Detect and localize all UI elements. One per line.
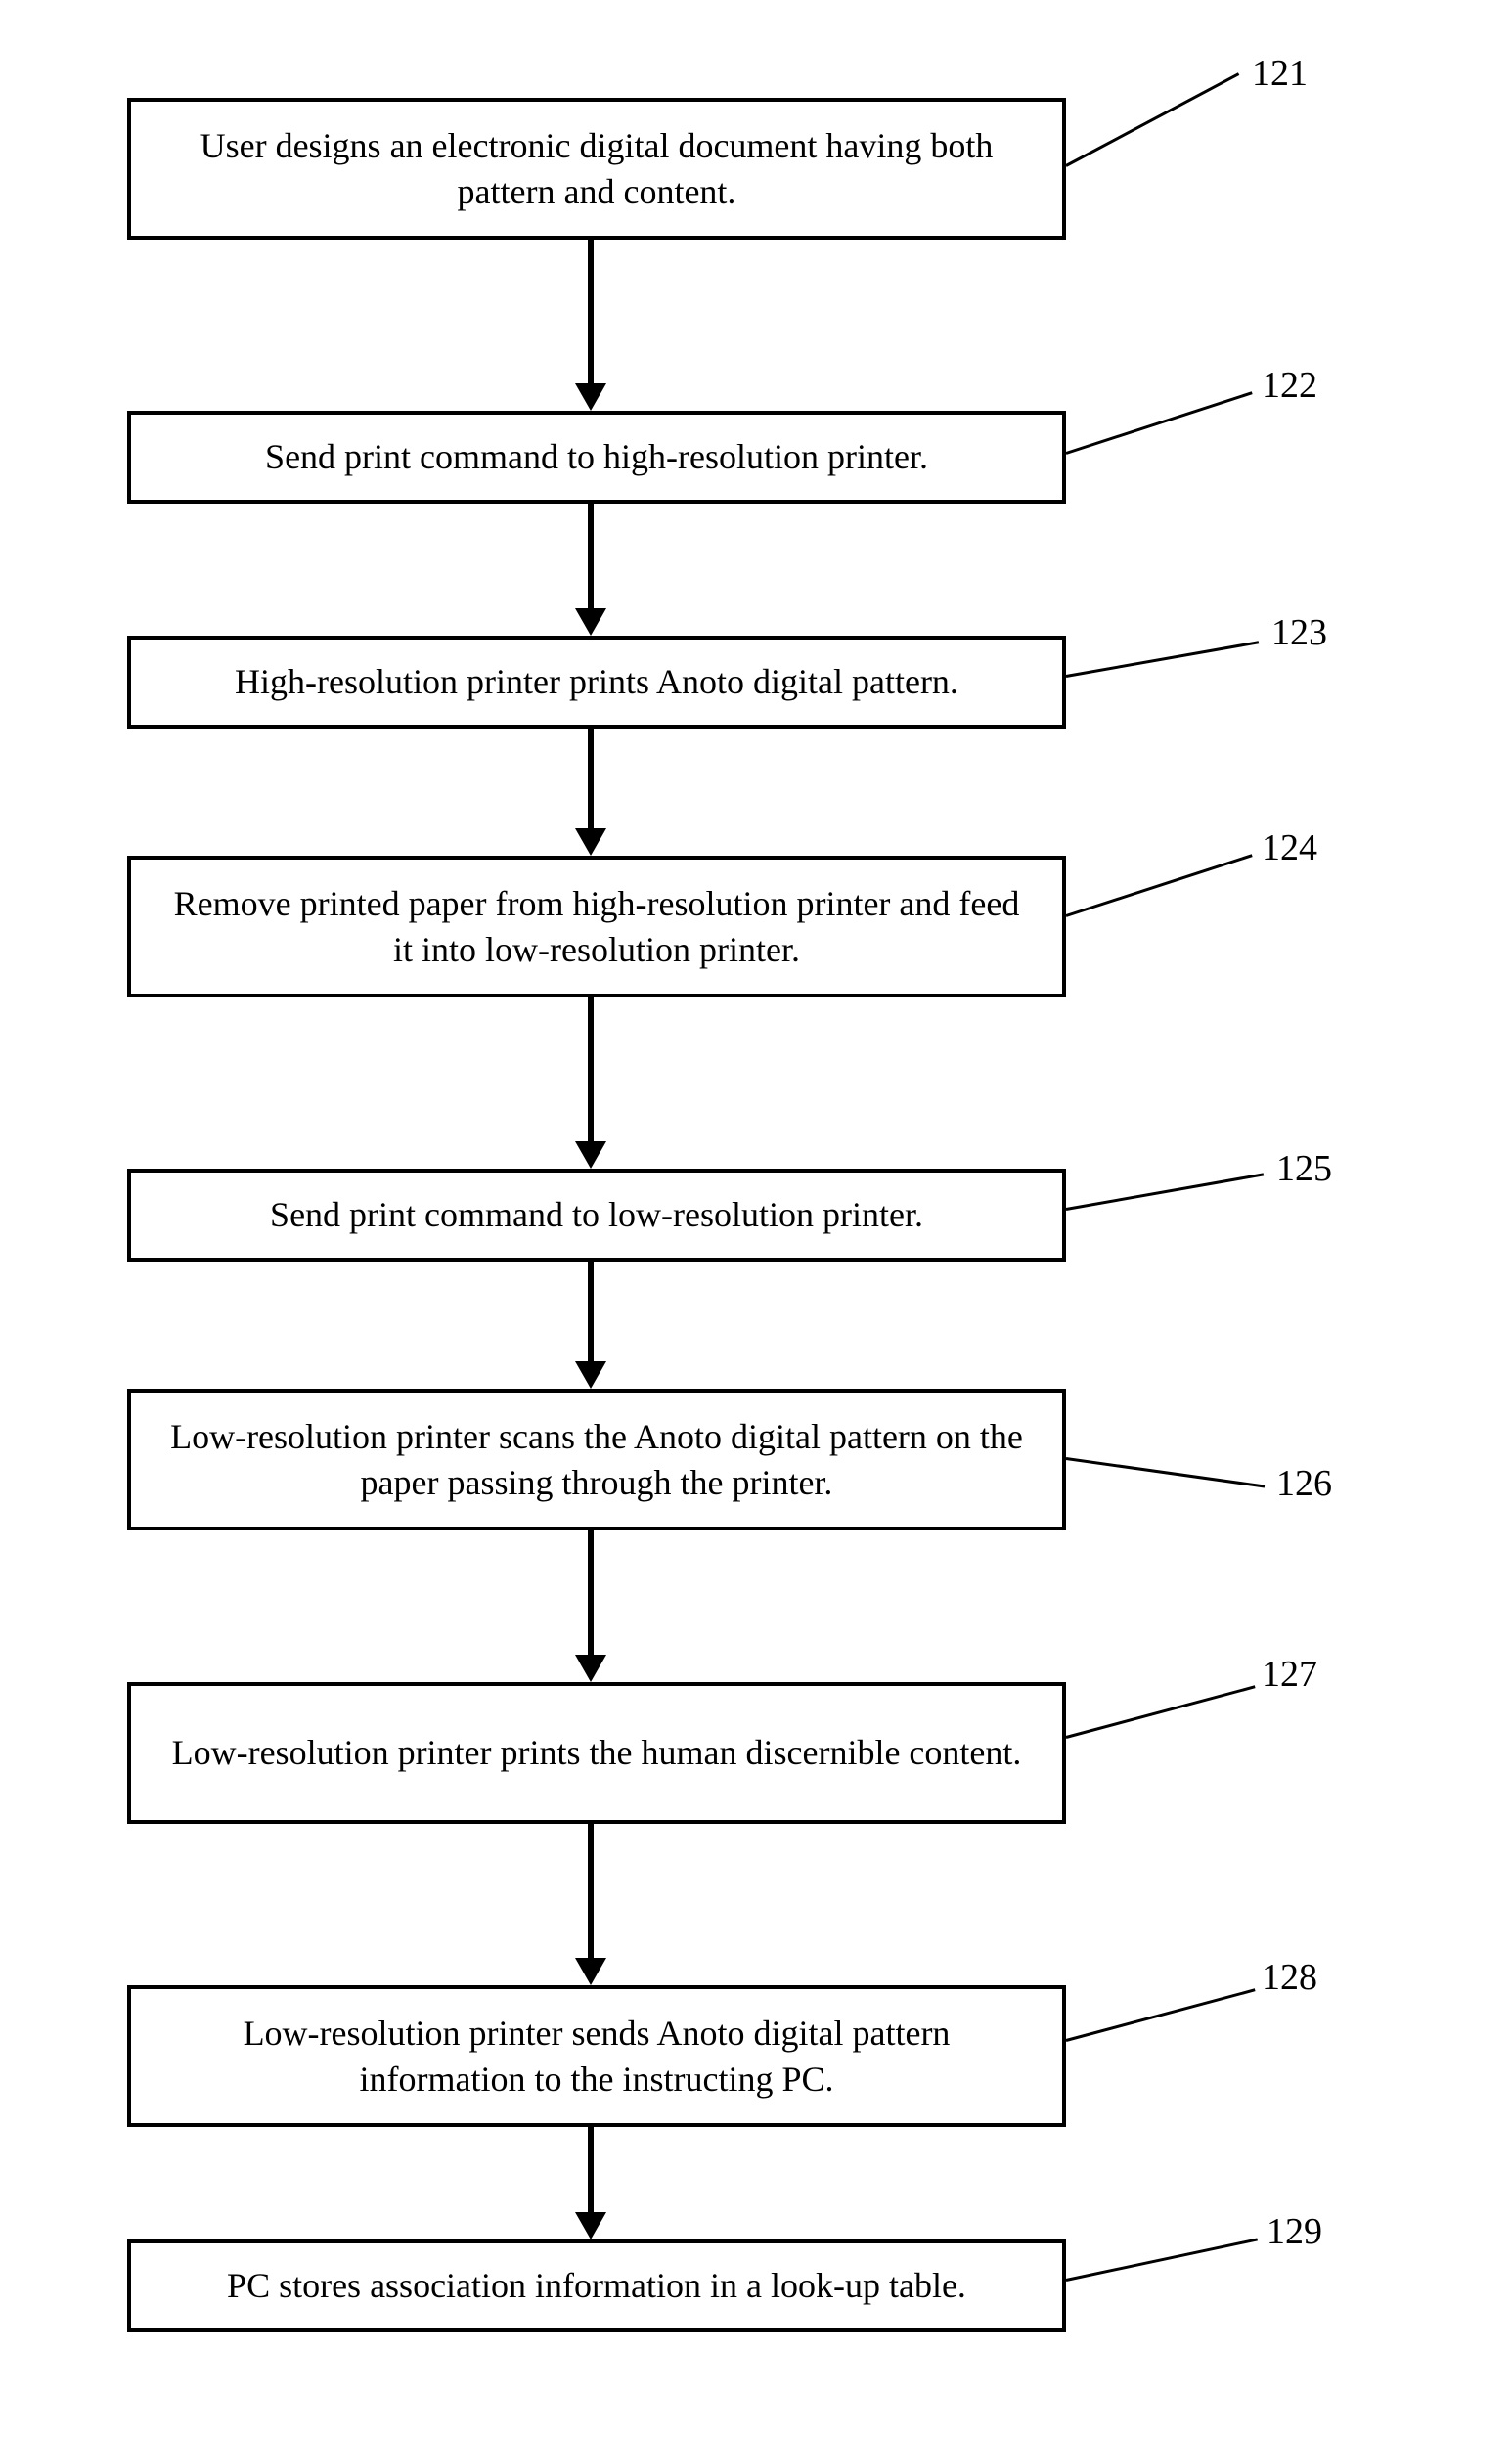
arrow-head-icon xyxy=(575,828,606,856)
label-connector-line xyxy=(1066,1457,1265,1488)
flow-arrow xyxy=(588,729,606,856)
arrow-head-icon xyxy=(575,1361,606,1389)
flow-arrow xyxy=(588,1262,606,1389)
flowchart-box-121: User designs an electronic digital docum… xyxy=(127,98,1066,240)
arrow-line xyxy=(588,997,594,1141)
flowchart-box-129: PC stores association information in a l… xyxy=(127,2239,1066,2332)
flowchart-step-128: Low-resolution printer sends Anoto digit… xyxy=(127,1985,1399,2239)
label-connector-line xyxy=(1066,641,1259,678)
arrow-line xyxy=(588,2127,594,2212)
flow-arrow xyxy=(588,2127,606,2239)
flowchart-box-text: Low-resolution printer prints the human … xyxy=(172,1730,1022,1776)
step-label-121: 121 xyxy=(1066,164,1262,167)
arrow-line xyxy=(588,504,594,608)
step-label-123: 123 xyxy=(1066,675,1262,678)
flowchart-box-text: User designs an electronic digital docum… xyxy=(160,123,1033,215)
flowchart-box-text: Low-resolution printer sends Anoto digit… xyxy=(160,2011,1033,2103)
arrow-container xyxy=(127,1824,1066,1985)
flowchart-box-124: Remove printed paper from high-resolutio… xyxy=(127,856,1066,997)
arrow-line xyxy=(588,729,594,828)
flowchart-box-123: High-resolution printer prints Anoto dig… xyxy=(127,636,1066,729)
flow-arrow xyxy=(588,240,606,411)
arrow-head-icon xyxy=(575,1141,606,1169)
arrow-container xyxy=(127,1530,1066,1682)
flowchart-box-126: Low-resolution printer scans the Anoto d… xyxy=(127,1389,1066,1530)
flowchart-box-125: Send print command to low-resolution pri… xyxy=(127,1169,1066,1262)
flow-arrow xyxy=(588,1824,606,1985)
flowchart-box-text: Low-resolution printer scans the Anoto d… xyxy=(160,1414,1033,1506)
step-label-text: 125 xyxy=(1276,1147,1332,1190)
flowchart-box-text: Remove printed paper from high-resolutio… xyxy=(160,881,1033,973)
step-label-text: 124 xyxy=(1262,826,1317,869)
flowchart-step-127: Low-resolution printer prints the human … xyxy=(127,1682,1399,1985)
step-label-text: 128 xyxy=(1262,1956,1317,1999)
flow-arrow xyxy=(588,1530,606,1682)
flowchart-container: User designs an electronic digital docum… xyxy=(127,98,1399,2332)
step-label-124: 124 xyxy=(1066,914,1262,917)
step-label-125: 125 xyxy=(1066,1208,1267,1211)
flowchart-step-121: User designs an electronic digital docum… xyxy=(127,98,1399,411)
arrow-container xyxy=(127,504,1066,636)
flowchart-box-text: Send print command to high-resolution pr… xyxy=(265,434,928,480)
arrow-head-icon xyxy=(575,2212,606,2239)
label-connector-line xyxy=(1066,854,1253,917)
step-label-text: 127 xyxy=(1262,1653,1317,1696)
arrow-container xyxy=(127,997,1066,1169)
flowchart-step-122: Send print command to high-resolution pr… xyxy=(127,411,1399,636)
arrow-line xyxy=(588,1824,594,1958)
label-connector-line xyxy=(1066,1685,1256,1739)
arrow-container xyxy=(127,240,1066,411)
step-label-126: 126 xyxy=(1066,1457,1267,1460)
flowchart-box-128: Low-resolution printer sends Anoto digit… xyxy=(127,1985,1066,2127)
arrow-head-icon xyxy=(575,608,606,636)
flow-arrow xyxy=(588,997,606,1169)
step-label-text: 121 xyxy=(1252,52,1308,95)
step-label-128: 128 xyxy=(1066,2039,1262,2042)
step-label-text: 122 xyxy=(1262,364,1317,407)
step-label-127: 127 xyxy=(1066,1736,1262,1739)
arrow-container xyxy=(127,1262,1066,1389)
flowchart-box-text: Send print command to low-resolution pri… xyxy=(270,1192,923,1238)
step-label-text: 129 xyxy=(1267,2210,1322,2253)
label-connector-line xyxy=(1066,2238,1258,2282)
arrow-line xyxy=(588,240,594,383)
flow-arrow xyxy=(588,504,606,636)
flowchart-box-122: Send print command to high-resolution pr… xyxy=(127,411,1066,504)
flowchart-box-text: High-resolution printer prints Anoto dig… xyxy=(235,659,958,705)
flowchart-step-123: High-resolution printer prints Anoto dig… xyxy=(127,636,1399,856)
flowchart-step-125: Send print command to low-resolution pri… xyxy=(127,1169,1399,1389)
arrow-container xyxy=(127,729,1066,856)
label-connector-line xyxy=(1066,1988,1256,2042)
flowchart-step-124: Remove printed paper from high-resolutio… xyxy=(127,856,1399,1169)
flowchart-step-129: PC stores association information in a l… xyxy=(127,2239,1399,2332)
label-connector-line xyxy=(1066,1173,1264,1211)
step-label-122: 122 xyxy=(1066,452,1262,455)
step-label-129: 129 xyxy=(1066,2279,1262,2282)
step-label-text: 126 xyxy=(1276,1462,1332,1505)
flowchart-box-text: PC stores association information in a l… xyxy=(227,2263,966,2309)
arrow-head-icon xyxy=(575,1958,606,1985)
flowchart-box-127: Low-resolution printer prints the human … xyxy=(127,1682,1066,1824)
step-label-text: 123 xyxy=(1271,611,1327,654)
arrow-head-icon xyxy=(575,1655,606,1682)
label-connector-line xyxy=(1065,72,1239,167)
arrow-container xyxy=(127,2127,1066,2239)
arrow-head-icon xyxy=(575,383,606,411)
arrow-line xyxy=(588,1262,594,1361)
arrow-line xyxy=(588,1530,594,1655)
flowchart-step-126: Low-resolution printer scans the Anoto d… xyxy=(127,1389,1399,1682)
